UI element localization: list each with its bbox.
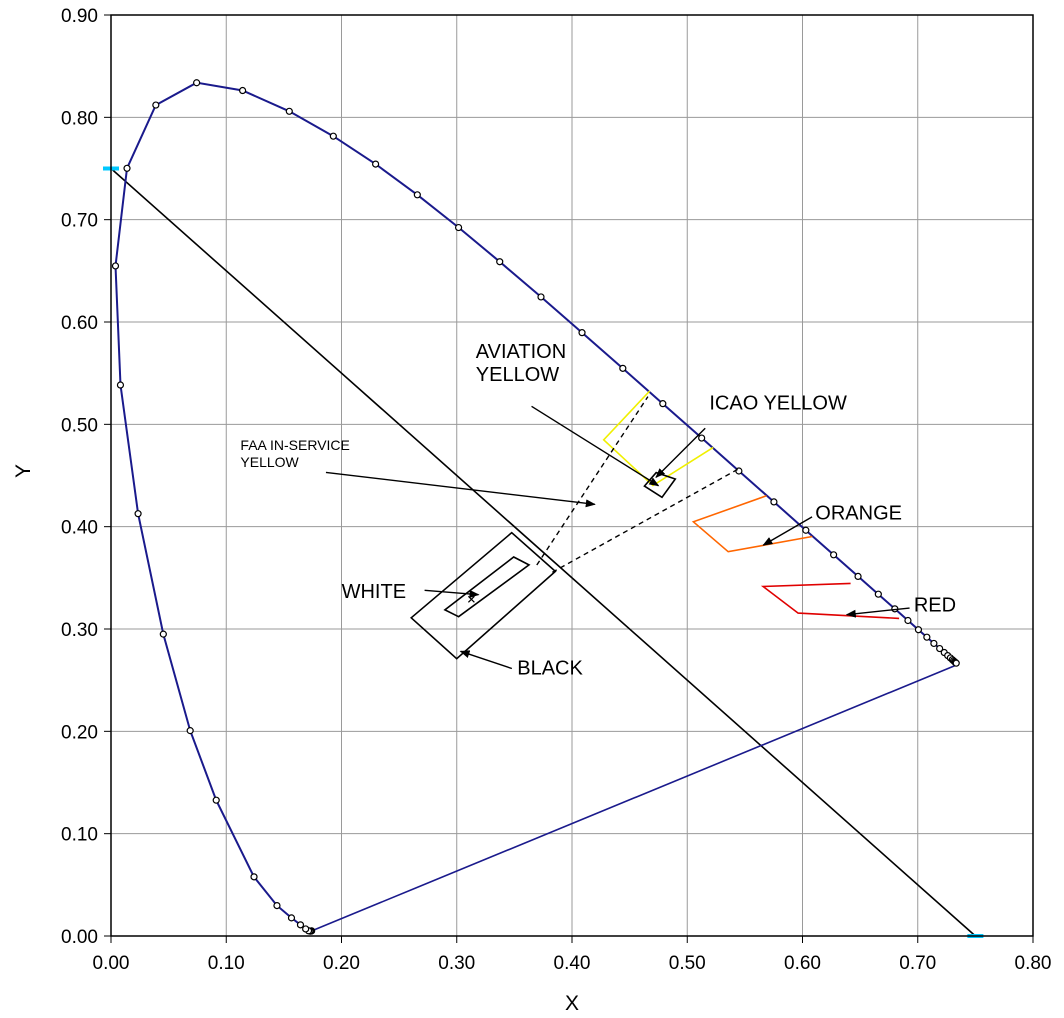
locus-point [578, 329, 586, 337]
y-tick-label: 0.90 [61, 6, 98, 27]
locus-point [923, 633, 931, 641]
locus-point [302, 925, 310, 933]
locus-point [698, 434, 706, 442]
white-point-marker [467, 595, 475, 603]
locus-point [904, 616, 912, 625]
y-tick-label: 0.70 [61, 211, 98, 232]
y-tick-label: 0.00 [61, 927, 98, 948]
icao-label: ICAO YELLOW [709, 392, 847, 414]
y-tick-label: 0.40 [61, 518, 98, 539]
aviation-label: AVIATION [476, 341, 566, 363]
locus-point [936, 644, 944, 653]
locus-point [111, 262, 120, 270]
locus-point [250, 873, 258, 881]
locus-point [659, 400, 667, 408]
black-arrow [459, 650, 513, 670]
locus-point [952, 659, 960, 667]
locus-point [372, 160, 380, 168]
aviation-arrow [531, 405, 660, 487]
faa-label: YELLOW [240, 454, 299, 470]
axes: 0.00 0.10 0.20 0.30 0.40 0.50 0.60 0.70 0.80 0.00… [61, 6, 1051, 974]
white-arrow [424, 589, 480, 598]
locus-point [159, 630, 167, 638]
red-arrow [845, 607, 910, 618]
plot-frame [110, 14, 1034, 937]
locus-point [152, 101, 160, 109]
white-region [443, 556, 531, 618]
x-tick-label: 0.20 [323, 953, 360, 974]
reference-lines [103, 166, 984, 938]
y-tick-label: 0.30 [61, 620, 98, 641]
x-tick-label: 0.60 [784, 953, 821, 974]
spectral-locus [111, 79, 960, 935]
y-tick-label: 0.10 [61, 825, 98, 846]
locus-point [874, 590, 882, 598]
locus-point [735, 467, 743, 475]
orange-label: ORANGE [815, 502, 902, 524]
locus-point [285, 107, 293, 115]
locus-point [287, 914, 296, 922]
red-label: RED [914, 595, 956, 617]
x-tick-label: 0.00 [93, 953, 130, 974]
y-tick-label: 0.20 [61, 722, 98, 743]
aviation-label: YELLOW [476, 364, 559, 386]
locus-point [116, 381, 125, 389]
locus-point [496, 258, 504, 266]
color-regions [409, 390, 900, 660]
faa-label: FAA IN-SERVICE [240, 437, 349, 453]
locus-point [830, 551, 838, 559]
locus-point [454, 223, 463, 232]
locus-point [770, 498, 778, 506]
locus-point [619, 364, 627, 372]
locus-point [273, 902, 281, 910]
x-tick-label: 0.40 [554, 953, 591, 974]
orange-region [691, 495, 813, 553]
icao-arrow [655, 427, 706, 479]
locus-point [186, 727, 194, 735]
locus-point [296, 921, 305, 929]
y-tick-label: 0.50 [61, 415, 98, 436]
locus-point [134, 510, 142, 518]
y-axis-title: Y [12, 464, 35, 478]
black-label: BLACK [517, 658, 583, 680]
faa-arrow [325, 471, 596, 508]
x-tick-label: 0.70 [899, 953, 936, 974]
locus-point [802, 526, 810, 534]
x-tick-label: 0.50 [669, 953, 706, 974]
icao-yellow-region [602, 390, 714, 487]
locus-point [123, 164, 131, 172]
x-tick-label: 0.10 [208, 953, 245, 974]
x-axis-title: X [565, 992, 579, 1015]
locus-point [329, 132, 337, 140]
orange-arrow [762, 516, 813, 546]
locus-point [413, 191, 421, 199]
purple-line [311, 663, 959, 932]
locus-point [193, 79, 201, 87]
locus-point [854, 572, 862, 581]
aviation-yellow-region [643, 471, 677, 499]
locus-point [930, 639, 938, 648]
locus-point [239, 86, 247, 95]
x-tick-label: 0.30 [438, 953, 475, 974]
red-region [760, 582, 900, 620]
white-label: WHITE [342, 581, 406, 603]
y-tick-label: 0.60 [61, 313, 98, 334]
faa-in-service-yellow-region [536, 396, 649, 566]
grid [110, 14, 1034, 937]
black-region [409, 531, 557, 660]
diagonal-line [110, 167, 976, 937]
locus-point [914, 626, 923, 634]
locus-point [537, 293, 545, 301]
x-tick-label: 0.80 [1015, 953, 1052, 974]
locus-point [212, 796, 220, 804]
y-tick-label: 0.80 [61, 108, 98, 129]
